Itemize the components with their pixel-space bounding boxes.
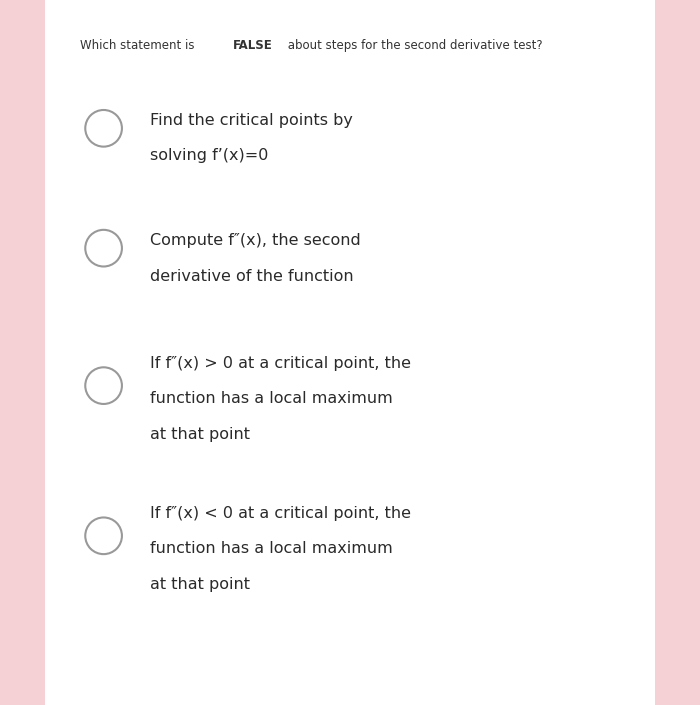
Text: If f″(x) < 0 at a critical point, the: If f″(x) < 0 at a critical point, the (150, 506, 412, 521)
Text: Find the critical points by: Find the critical points by (150, 113, 354, 128)
Text: solving f’(x)=0: solving f’(x)=0 (150, 148, 269, 163)
Text: Compute f″(x), the second: Compute f″(x), the second (150, 233, 361, 248)
Text: function has a local maximum: function has a local maximum (150, 391, 393, 406)
Text: at that point: at that point (150, 577, 251, 591)
Text: derivative of the function: derivative of the function (150, 269, 354, 283)
Text: at that point: at that point (150, 427, 251, 441)
Text: If f″(x) > 0 at a critical point, the: If f″(x) > 0 at a critical point, the (150, 356, 412, 371)
Text: FALSE: FALSE (233, 39, 273, 51)
Text: Which statement is: Which statement is (80, 39, 199, 51)
FancyBboxPatch shape (45, 0, 655, 705)
Text: about steps for the second derivative test?: about steps for the second derivative te… (284, 39, 543, 51)
Text: function has a local maximum: function has a local maximum (150, 541, 393, 556)
